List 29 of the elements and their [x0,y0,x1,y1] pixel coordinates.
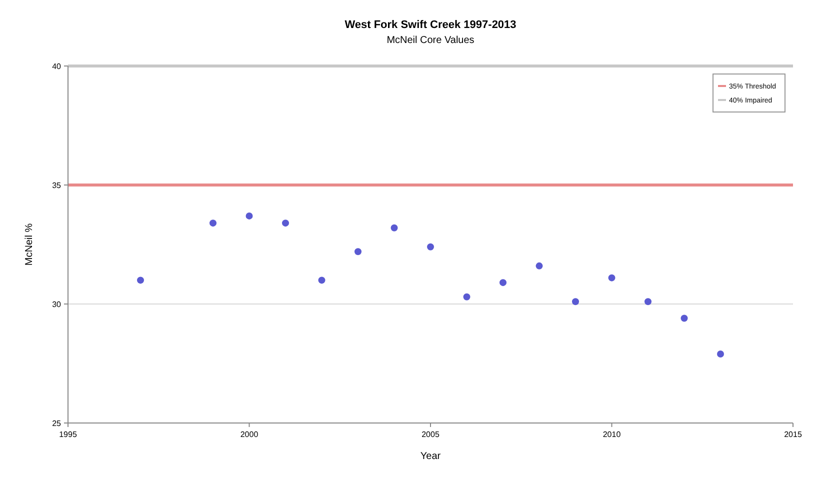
chart-title: West Fork Swift Creek 1997-2013 [344,19,516,31]
x-tick-label: 1995 [59,430,78,439]
point [282,220,289,227]
point [717,350,724,358]
x-axis-title: Year [420,451,442,462]
point [608,274,616,282]
point [644,298,652,306]
point [354,248,362,256]
x-tick-label: 2010 [602,430,622,439]
point [427,243,434,250]
point [536,262,543,270]
point [246,212,253,220]
y-tick-label: 35 [52,180,62,190]
x-tick-label: 2000 [240,430,259,439]
point [680,314,688,322]
x-tick-label: 2015 [784,430,802,439]
point [318,276,326,284]
point [572,298,579,306]
x-tick-label: 2005 [422,430,440,439]
point [137,276,144,284]
point [390,224,398,232]
y-tick-label: 40 [52,62,62,71]
point [463,293,470,300]
point [210,220,216,227]
y-axis-title: McNeil % [24,223,35,266]
point [500,279,506,286]
chart-subtitle: McNeil Core Values [386,35,474,46]
y-tick-label: 25 [52,418,62,428]
y-tick-label: 30 [52,300,62,309]
